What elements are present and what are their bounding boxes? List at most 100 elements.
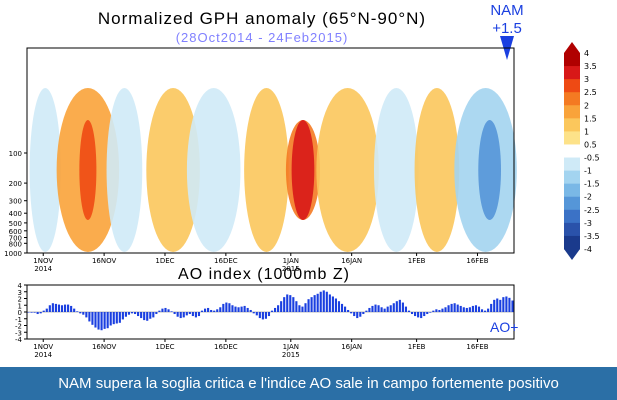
colorbar-swatch [564, 79, 580, 93]
ao-bar [30, 312, 33, 313]
ao-bar [499, 299, 502, 312]
heatmap-y-tick-label: 800 [9, 240, 22, 248]
ao-x-tick-label: 16NOV [92, 343, 117, 351]
ao-y-tick-label: 4 [18, 282, 23, 290]
ao-bar [167, 309, 170, 312]
ao-bar [237, 307, 240, 312]
ao-bar [234, 306, 237, 312]
colorbar-swatch [564, 157, 580, 172]
ao-bar [511, 300, 514, 312]
ao-bar [277, 305, 280, 312]
colorbar-swatch [564, 183, 580, 198]
heatmap-y-tick-label: 700 [9, 235, 22, 243]
ao-bar [124, 312, 127, 317]
footer-banner: NAM supera la soglia critica e l'indice … [0, 367, 617, 400]
ao-bar [225, 302, 228, 312]
ao-plot [27, 290, 514, 331]
ao-bar [456, 304, 459, 312]
ao-bar [106, 312, 109, 329]
colorbar-tick-label: 4 [584, 49, 589, 58]
ao-bar [426, 312, 429, 315]
ao-bar [459, 305, 462, 312]
ao-bar [420, 312, 423, 319]
ao-bar [176, 312, 179, 317]
ao-bar [480, 309, 484, 312]
ao-bar [173, 312, 176, 315]
ao-bar [337, 301, 341, 312]
heatmap-frame [26, 47, 515, 254]
ao-bar [392, 303, 395, 312]
ao-bar [450, 303, 453, 312]
ao-bar [404, 306, 408, 312]
ao-bar [197, 312, 201, 317]
ao-bar [353, 312, 356, 317]
ao-bar [310, 297, 313, 312]
heatmap-plot [29, 88, 517, 252]
colorbar-swatch [564, 144, 580, 159]
ao-bar [280, 301, 283, 312]
ao-bar [48, 305, 51, 312]
heatmap-x-tick-label: 16JAN [341, 257, 362, 265]
colorbar-swatch [564, 92, 580, 106]
ao-bar [182, 312, 185, 318]
ao-bar [143, 312, 146, 321]
ao-bar [179, 312, 182, 319]
ao-bar [438, 309, 441, 312]
ao-bar [57, 304, 61, 312]
colorbar-tick-label: -4 [584, 245, 592, 254]
ao-bar [386, 306, 389, 312]
ao-bar [112, 312, 115, 325]
heatmap-y-tick-label: 200 [9, 180, 22, 188]
heatmap-subtitle: (28Oct2014 - 24Feb2015) [176, 30, 349, 45]
ao-bar [60, 305, 64, 312]
ao-bar [88, 312, 91, 322]
anomaly-region-11 [414, 88, 460, 252]
ao-bar [258, 312, 261, 319]
ao-bar [325, 291, 328, 312]
ao-bar [505, 296, 508, 312]
anomaly-region-3 [106, 88, 143, 252]
ao-y-tick-label: -2 [15, 323, 22, 331]
ao-bar [200, 310, 204, 312]
ao-bar [350, 312, 353, 314]
colorbar-tick-label: -3.5 [584, 232, 600, 241]
ao-bar [471, 305, 474, 312]
ao-bar [213, 310, 216, 312]
ao-y-tick-label: 3 [18, 289, 22, 297]
colorbar-swatch [564, 222, 580, 237]
colorbar-swatch [564, 235, 580, 250]
ao-x-tick-label: 1NOV [33, 343, 53, 351]
ao-bar [76, 311, 79, 312]
ao-bar [188, 312, 191, 315]
ao-bar [249, 309, 252, 312]
ao-bar [109, 312, 112, 326]
ao-bar [395, 301, 398, 312]
ao-bar [435, 309, 438, 312]
anomaly-region-5 [186, 88, 241, 252]
ao-bar [79, 312, 82, 314]
colorbar-tick-label: 3 [584, 75, 589, 84]
ao-bar [118, 312, 121, 323]
ao-bar [417, 312, 420, 318]
colorbar-swatch [564, 131, 580, 145]
ao-bar [100, 312, 103, 331]
colorbar-top-arrow-icon [564, 42, 580, 53]
ao-x-tick-label: 16DEC [214, 343, 238, 351]
ao-bar [42, 310, 45, 312]
ao-bar [423, 312, 426, 317]
ao-bar [487, 308, 490, 312]
ao-x-tick-label: 1JAN [283, 343, 299, 351]
anomaly-region-4 [146, 88, 200, 252]
ao-bar [474, 305, 478, 312]
ao-bar [137, 312, 140, 317]
ao-bar [383, 308, 386, 312]
colorbar-swatch [564, 105, 580, 119]
ao-bar [216, 309, 219, 312]
ao-bar [368, 307, 371, 312]
ao-title: AO index (1000mb Z) [178, 266, 350, 283]
ao-y-tick-label: -3 [15, 329, 22, 337]
anomaly-region-13 [478, 120, 502, 220]
heatmap-y-tick-label: 600 [9, 228, 22, 236]
colorbar-swatch [564, 196, 580, 211]
